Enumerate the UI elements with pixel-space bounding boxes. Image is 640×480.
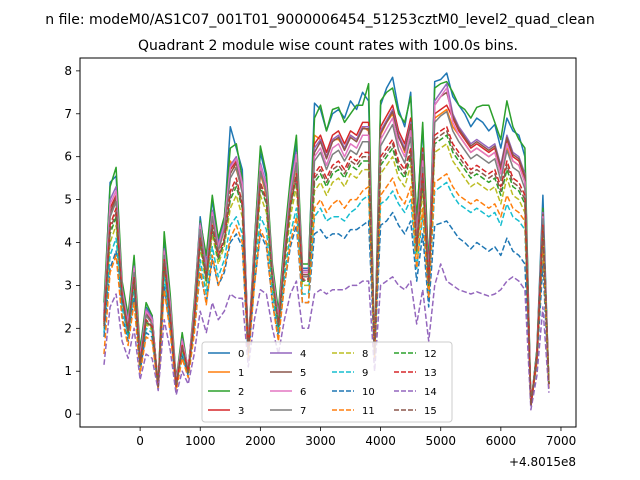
y-tick-label: 7	[64, 107, 72, 121]
y-tick-label: 2	[64, 321, 72, 335]
y-tick-label: 3	[64, 278, 72, 292]
y-axis: 0 1 2 3 4 5 6 7 8	[64, 64, 80, 421]
legend-label-14: 14	[424, 387, 437, 398]
chart-title: Quadrant 2 module wise count rates with …	[138, 38, 518, 54]
legend-label-9: 9	[362, 368, 368, 379]
x-tick-label: 7000	[546, 434, 577, 448]
series-line-14	[103, 263, 550, 411]
x-tick-label: 1000	[185, 434, 216, 448]
x-tick-label: 0	[136, 434, 144, 448]
legend-label-3: 3	[238, 406, 244, 417]
series-line-15	[103, 130, 550, 407]
y-tick-label: 4	[64, 236, 72, 250]
x-axis-offset-label: +4.8015e8	[509, 455, 576, 469]
legend-label-13: 13	[424, 368, 437, 379]
legend-label-12: 12	[424, 349, 437, 360]
x-tick-label: 4000	[365, 434, 396, 448]
x-tick-label: 2000	[245, 434, 276, 448]
legend-label-8: 8	[362, 349, 368, 360]
y-tick-label: 5	[64, 193, 72, 207]
legend-label-0: 0	[238, 349, 244, 360]
legend-label-15: 15	[424, 406, 437, 417]
y-tick-label: 6	[64, 150, 72, 164]
y-tick-label: 1	[64, 364, 72, 378]
legend-label-7: 7	[300, 406, 306, 417]
x-axis: 0 1000 2000 3000 4000 5000 6000 7000	[136, 427, 576, 448]
figure-suptitle: n file: modeM0/AS1C07_001T01_9000006454_…	[45, 12, 594, 28]
x-tick-label: 6000	[486, 434, 517, 448]
legend-label-1: 1	[238, 368, 244, 379]
legend-label-6: 6	[300, 387, 306, 398]
series-lines	[103, 72, 550, 411]
legend-label-11: 11	[362, 406, 375, 417]
legend-label-10: 10	[362, 387, 375, 398]
y-tick-label: 8	[64, 64, 72, 78]
legend-label-2: 2	[238, 387, 244, 398]
x-tick-label: 5000	[425, 434, 456, 448]
legend-box	[201, 341, 453, 423]
series-line-11	[103, 173, 550, 407]
series-line-13	[103, 125, 550, 407]
legend-label-5: 5	[300, 368, 306, 379]
y-tick-label: 0	[64, 407, 72, 421]
x-tick-label: 3000	[305, 434, 336, 448]
legend-label-4: 4	[300, 349, 306, 360]
